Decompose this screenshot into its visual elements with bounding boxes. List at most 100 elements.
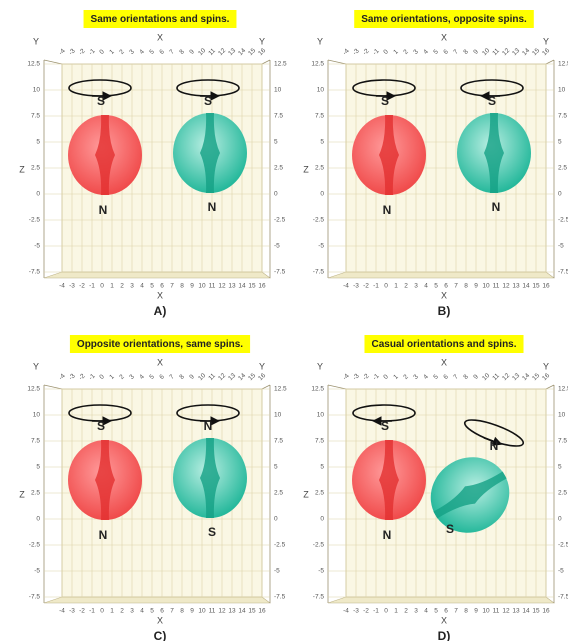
axis-label-y: Y bbox=[259, 36, 265, 46]
axis-label-x: X bbox=[157, 357, 163, 367]
z-tick-label: -2.5 bbox=[558, 217, 568, 224]
x-tick-label: 3 bbox=[130, 283, 134, 290]
x-tick-label: 8 bbox=[178, 48, 186, 56]
x-tick-label: 11 bbox=[493, 283, 500, 290]
x-tick-label: -3 bbox=[352, 372, 361, 381]
z-tick-label: 12.5 bbox=[558, 61, 568, 68]
x-tick-label: 11 bbox=[491, 372, 501, 382]
x-tick-label: 10 bbox=[481, 47, 491, 57]
z-tick-label: 2.5 bbox=[558, 165, 567, 172]
x-tick-label: -4 bbox=[58, 47, 67, 56]
x-tick-label: 3 bbox=[412, 48, 420, 56]
z-tick-label: 2.5 bbox=[274, 165, 283, 172]
pole-label: N bbox=[99, 203, 108, 217]
pole-label: S bbox=[446, 522, 454, 536]
panel-label: B) bbox=[438, 304, 451, 318]
z-tick-label: 0 bbox=[36, 516, 40, 523]
x-tick-label: -3 bbox=[68, 372, 77, 381]
z-tick-label: 5 bbox=[320, 464, 324, 471]
floor bbox=[44, 272, 270, 278]
z-tick-label: 0 bbox=[320, 191, 324, 198]
pole-label: S bbox=[208, 525, 216, 539]
floor bbox=[44, 597, 270, 603]
x-tick-label: -1 bbox=[88, 47, 97, 56]
x-tick-label: 5 bbox=[150, 608, 154, 615]
x-tick-label: 7 bbox=[168, 373, 176, 381]
z-tick-label: -2.5 bbox=[313, 217, 325, 224]
axis-label-y: Y bbox=[33, 361, 39, 371]
x-tick-label: 11 bbox=[491, 47, 501, 57]
x-tick-label: 12 bbox=[217, 372, 227, 382]
x-tick-label: 15 bbox=[532, 283, 540, 290]
panel: 12.512.510107.57.5552.52.500-2.5-2.5-5-5… bbox=[303, 10, 568, 318]
x-tick-label: 4 bbox=[138, 48, 146, 56]
x-tick-label: 8 bbox=[464, 283, 468, 290]
x-tick-label: 2 bbox=[404, 608, 408, 615]
x-tick-label: 9 bbox=[190, 283, 194, 290]
z-tick-label: -2.5 bbox=[558, 542, 568, 549]
x-tick-label: 16 bbox=[541, 47, 551, 57]
axis-label-y: Y bbox=[543, 36, 549, 46]
z-tick-label: 10 bbox=[558, 412, 566, 419]
x-tick-label: 0 bbox=[98, 373, 106, 381]
z-tick-label: 5 bbox=[274, 139, 278, 146]
x-tick-label: -2 bbox=[363, 283, 369, 290]
x-tick-label: -4 bbox=[59, 283, 65, 290]
x-tick-label: -1 bbox=[88, 372, 97, 381]
pole-label: N bbox=[492, 200, 501, 214]
floor bbox=[328, 597, 554, 603]
panel-title: Casual orientations and spins. bbox=[371, 339, 516, 350]
x-tick-label: 9 bbox=[474, 608, 478, 615]
z-tick-label: -7.5 bbox=[558, 594, 568, 601]
z-tick-label: 0 bbox=[274, 191, 278, 198]
z-tick-label: 10 bbox=[317, 87, 325, 94]
x-tick-label: 12 bbox=[217, 47, 227, 57]
x-tick-label: 13 bbox=[511, 372, 521, 382]
panel: 12.512.510107.57.5552.52.500-2.5-2.5-5-5… bbox=[19, 10, 287, 318]
z-tick-label: 12.5 bbox=[27, 61, 40, 68]
x-tick-label: -3 bbox=[69, 283, 75, 290]
x-tick-label: -3 bbox=[353, 283, 359, 290]
x-tick-label: 5 bbox=[432, 48, 440, 56]
x-tick-label: 1 bbox=[394, 608, 398, 615]
x-tick-label: -3 bbox=[352, 47, 361, 56]
x-tick-label: 4 bbox=[424, 608, 428, 615]
z-tick-label: -5 bbox=[318, 568, 324, 575]
x-tick-label: 1 bbox=[108, 48, 116, 56]
x-tick-label: 7 bbox=[168, 48, 176, 56]
x-tick-label: -1 bbox=[372, 372, 381, 381]
sphere bbox=[352, 115, 426, 195]
x-tick-label: 9 bbox=[188, 373, 196, 381]
x-tick-label: 2 bbox=[120, 608, 124, 615]
z-tick-label: 0 bbox=[320, 516, 324, 523]
x-tick-label: 4 bbox=[140, 608, 144, 615]
z-tick-label: 2.5 bbox=[31, 490, 40, 497]
x-tick-label: 5 bbox=[434, 608, 438, 615]
x-tick-label: 11 bbox=[207, 372, 217, 382]
x-tick-label: 6 bbox=[158, 48, 166, 56]
z-tick-label: 7.5 bbox=[558, 438, 567, 445]
x-tick-label: 8 bbox=[464, 608, 468, 615]
x-tick-label: 8 bbox=[180, 283, 184, 290]
x-tick-label: 11 bbox=[209, 283, 216, 290]
z-tick-label: -7.5 bbox=[29, 594, 41, 601]
z-tick-label: 10 bbox=[274, 87, 282, 94]
z-tick-label: 12.5 bbox=[558, 386, 568, 393]
x-tick-label: 14 bbox=[522, 608, 530, 615]
x-tick-label: 11 bbox=[209, 608, 216, 615]
x-tick-label: 7 bbox=[170, 608, 174, 615]
x-tick-label: 4 bbox=[140, 283, 144, 290]
x-tick-label: 16 bbox=[258, 608, 266, 615]
x-tick-label: 14 bbox=[237, 372, 247, 382]
z-tick-label: -7.5 bbox=[313, 269, 325, 276]
z-tick-label: 10 bbox=[33, 87, 41, 94]
x-tick-label: 8 bbox=[462, 48, 470, 56]
x-tick-label: 3 bbox=[130, 608, 134, 615]
x-tick-label: 0 bbox=[384, 283, 388, 290]
x-tick-label: 6 bbox=[442, 373, 450, 381]
z-tick-label: -7.5 bbox=[29, 269, 41, 276]
pole-label: S bbox=[488, 94, 496, 108]
axis-label-z: Z bbox=[303, 164, 309, 174]
z-tick-label: 2.5 bbox=[274, 490, 283, 497]
x-tick-label: -3 bbox=[68, 47, 77, 56]
